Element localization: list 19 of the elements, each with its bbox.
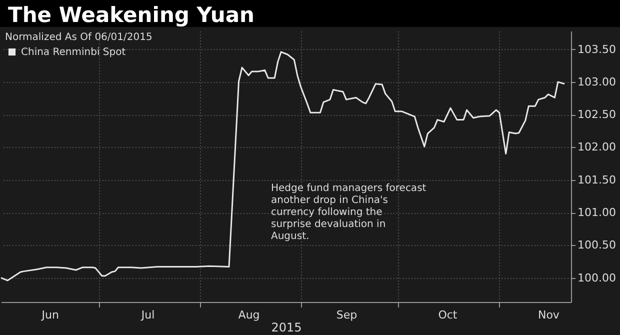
- chart-subtitle: Normalized As Of 06/01/2015: [5, 32, 152, 43]
- x-axis-title: 2015: [271, 320, 302, 334]
- y-tick-label: 100.00: [578, 271, 616, 284]
- y-tick-label: 101.00: [578, 206, 616, 220]
- legend-label: China Renminbi Spot: [21, 47, 126, 58]
- chart-title: The Weakening Yuan: [0, 0, 620, 27]
- y-tick-label: 102.00: [578, 140, 616, 154]
- y-tick-label: 102.50: [578, 108, 616, 122]
- x-tick-label: Sep: [336, 308, 358, 322]
- x-tick-label: Jul: [140, 308, 155, 322]
- y-tick-label: 100.50: [578, 238, 616, 252]
- x-tick-label: Aug: [238, 308, 260, 322]
- x-tick-label: Oct: [438, 308, 458, 322]
- annotation: Hedge fund managers forecast another drop in China's currency following the surprise devaluation in August.: [271, 183, 426, 242]
- y-tick-label: 103.00: [578, 75, 616, 88]
- y-tick-label: 103.50: [578, 42, 616, 56]
- y-tick-label: 101.50: [578, 173, 616, 186]
- x-tick-label: Nov: [538, 308, 560, 322]
- x-tick-label: Jun: [40, 308, 59, 322]
